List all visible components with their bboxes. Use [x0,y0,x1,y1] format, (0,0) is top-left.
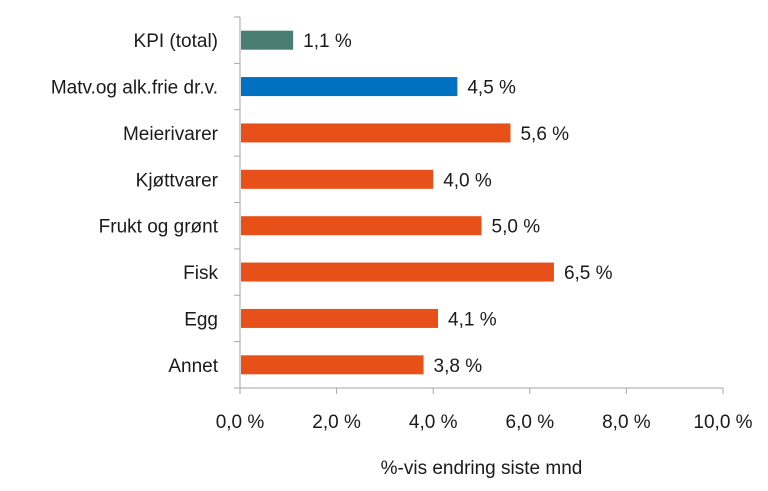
bar [241,262,554,282]
category-label: Egg [184,309,218,330]
bar [241,123,511,143]
category-label: Annet [168,356,218,377]
plot-area: 0,0 % 2,0 % 4,0 % 6,0 % 8,0 % 10,0 % KPI (tota… [51,16,753,433]
category-label: Kjøttvarer [136,170,219,191]
x-tick-label: 0,0 % [216,412,265,433]
x-tick-label: 8,0 % [602,412,651,433]
x-tick-label: 6,0 % [506,412,555,433]
bar [241,216,482,236]
bar [241,77,458,97]
data-label: 6,5 % [564,263,613,284]
data-label: 3,8 % [434,356,483,377]
category-label: Meierivarer [123,124,219,145]
data-label: 1,1 % [303,31,352,52]
category-label: Fisk [183,263,218,284]
category-label: Matv.og alk.frie dr.v. [51,78,218,99]
data-label: 5,0 % [492,217,541,238]
x-axis-title: %-vis endring siste mnd [381,458,583,479]
category-label: KPI (total) [134,31,218,52]
x-tick-label: 4,0 % [409,412,458,433]
data-label: 4,1 % [448,309,497,330]
bar [241,169,434,189]
bar [241,355,424,375]
data-label: 4,0 % [443,170,492,191]
data-label: 5,6 % [520,124,569,145]
bar [241,308,439,328]
x-tick-label: 2,0 % [312,412,361,433]
x-tick-label: 10,0 % [693,412,752,433]
data-label: 4,5 % [467,78,516,99]
bar [241,30,294,50]
category-label: Frukt og grønt [99,217,219,238]
